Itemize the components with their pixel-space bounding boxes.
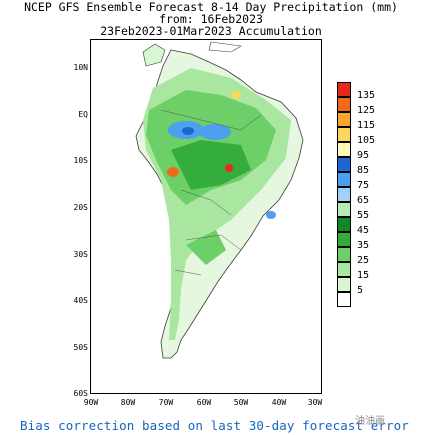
precip-135mm-brazil xyxy=(225,164,233,172)
precip-85mm-core xyxy=(182,127,194,135)
accumulation-period: 23Feb2023-01Mar2023 Accumulation xyxy=(100,24,322,38)
lon-label-30w: 30W xyxy=(307,398,323,407)
colorbar-label: 135 xyxy=(357,90,376,101)
colorbar-swatch xyxy=(337,172,351,187)
lon-label-70w: 70W xyxy=(158,398,174,407)
precip-heavy xyxy=(167,91,276,219)
colorbar-swatch xyxy=(337,157,351,172)
colorbar-label: 35 xyxy=(357,240,370,251)
precip-moderate xyxy=(146,90,276,265)
precipitation-map xyxy=(135,41,304,359)
precip-125mm-peru xyxy=(167,167,179,177)
precip-105mm-guiana xyxy=(231,91,241,99)
colorbar-swatch xyxy=(337,82,351,97)
colorbar-swatch xyxy=(337,217,351,232)
precip-25mm-south xyxy=(186,230,226,265)
lon-label-90w: 90W xyxy=(83,398,99,407)
colorbar-swatch xyxy=(337,202,351,217)
colorbar-swatch xyxy=(337,232,351,247)
lat-label-10s: 10S xyxy=(73,156,88,165)
colorbar-swatch xyxy=(337,247,351,262)
colorbar-label: 95 xyxy=(357,150,370,161)
caribbean-islands xyxy=(208,41,242,53)
colorbar-swatch xyxy=(337,262,351,277)
colorbar-label: 65 xyxy=(357,195,370,206)
lat-label-30s: 30S xyxy=(73,250,88,259)
lon-label-80w: 80W xyxy=(120,398,136,407)
colorbar-label: 115 xyxy=(357,120,376,131)
colorbar-swatch xyxy=(337,187,351,202)
colorbar-label: 105 xyxy=(357,135,376,146)
forecast-from-date: from: 16Feb2023 xyxy=(159,12,263,26)
colorbar-swatch xyxy=(337,277,351,292)
colorbar-label: 45 xyxy=(357,225,370,236)
colorbar-label: 75 xyxy=(357,180,370,191)
country-borders xyxy=(160,109,262,276)
lat-label-20s: 20S xyxy=(73,203,88,212)
colorbar-label: 5 xyxy=(357,285,364,296)
map-title: NCEP GFS Ensemble Forecast 8-14 Day Prec… xyxy=(24,0,398,14)
colorbar-swatch xyxy=(337,97,351,112)
lon-label-40w: 40W xyxy=(271,398,287,407)
lat-label-10n: 10N xyxy=(73,63,88,72)
colorbar-label: 55 xyxy=(357,210,370,221)
colorbar-swatch xyxy=(337,142,351,157)
map-frame xyxy=(90,39,322,394)
colorbar-label: 15 xyxy=(357,270,370,281)
bias-correction-note: Bias correction based on last 30-day for… xyxy=(20,418,409,433)
lon-label-50w: 50W xyxy=(233,398,249,407)
lat-label-50s: 50S xyxy=(73,343,88,352)
central-america-outline xyxy=(142,43,166,67)
colorbar-swatch xyxy=(337,292,351,307)
precip-75mm-center xyxy=(199,124,231,140)
colorbar-label: 25 xyxy=(357,255,370,266)
lat-label-eq: EQ xyxy=(78,110,88,119)
precip-35mm-region xyxy=(171,140,251,190)
lat-label-40s: 40S xyxy=(73,296,88,305)
colorbar-label: 125 xyxy=(357,105,376,116)
precip-75mm-southeast xyxy=(266,211,276,219)
colorbar-swatch xyxy=(337,112,351,127)
colorbar-swatch xyxy=(337,127,351,142)
lat-label-60s: 60S xyxy=(73,389,88,398)
watermark-logo: 油油画 xyxy=(355,416,385,427)
colorbar-label: 85 xyxy=(357,165,370,176)
lon-label-60w: 60W xyxy=(196,398,212,407)
